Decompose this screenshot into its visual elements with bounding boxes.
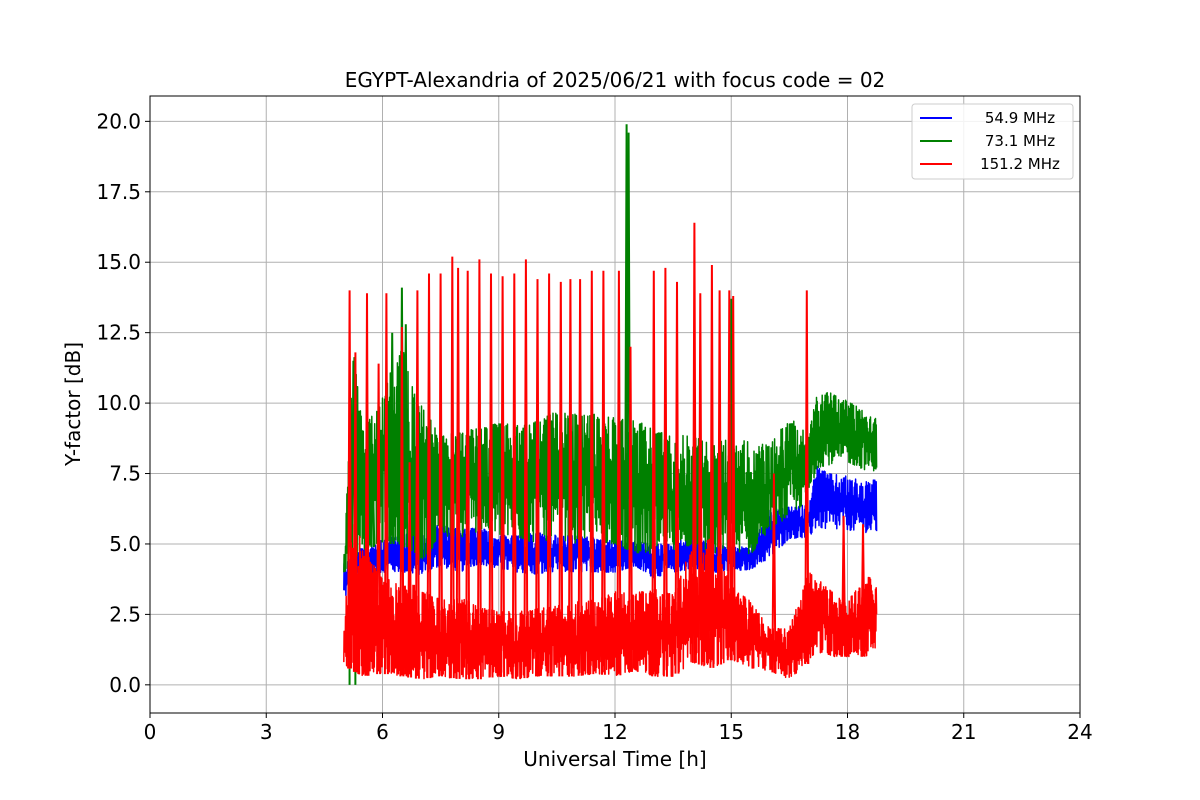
spike-mark [523,259,529,679]
y-axis-label: Y-factor [dB] [61,342,85,467]
spike-mark [399,326,405,677]
spike-mark [726,290,732,661]
spike-mark [352,352,358,672]
y-axis: 0.0 2.5 5.0 7.5 10.0 12.5 15.0 17.5 20.0 [96,109,150,697]
spike-mark [628,346,633,672]
x-tick-label: 24 [1067,720,1092,744]
spike-mark [567,279,573,677]
spike-mark [709,264,715,668]
spike-mark [364,293,370,676]
spike-mark [691,222,697,663]
series-line [343,523,878,680]
spike-mark [804,290,810,665]
spike-mark [616,270,622,676]
y-tick-label: 15.0 [96,250,141,274]
spike-mark [860,524,866,657]
spike-mark [376,363,382,675]
spike-mark [535,279,540,677]
series-151-2-mhz [343,222,878,680]
x-tick-label: 6 [376,720,389,744]
spike-mark [449,256,455,679]
spike-mark [414,290,420,679]
spike-mark [589,270,595,675]
chart-title: EGYPT-Alexandria of 2025/06/21 with focu… [345,68,886,92]
spike-mark [558,281,564,677]
legend-label: 73.1 MHz [985,132,1055,150]
spike-mark [511,273,517,679]
spike-mark [488,273,494,678]
legend-label: 151.2 MHz [980,155,1060,173]
y-tick-label: 7.5 [109,462,141,486]
spike-mark [730,295,736,661]
spike-mark [577,279,583,676]
series-line [343,465,878,597]
spike-mark [455,267,461,679]
legend: 54.9 MHz 73.1 MHz 151.2 MHz [911,103,1074,180]
data-layer [343,124,878,685]
spike-mark [476,259,482,680]
spike-mark [841,515,847,657]
spike-mark [426,273,432,679]
spike-mark [347,290,353,669]
series-54-9-mhz [343,465,878,597]
x-axis: 0 3 6 9 12 15 18 21 24 [144,713,1093,744]
y-tick-label: 2.5 [109,602,141,626]
spike-mark [403,324,409,548]
x-tick-label: 15 [719,720,744,744]
spike-mark [674,281,680,674]
y-tick-label: 12.5 [96,321,141,345]
spike-mark [662,267,668,677]
spike-mark [500,276,506,677]
spike-mark [771,473,777,673]
legend-box [911,103,1074,180]
y-tick-label: 0.0 [109,673,141,697]
spike-mark [546,273,552,677]
x-tick-label: 3 [260,720,273,744]
x-tick-label: 0 [144,720,157,744]
series-line [343,350,878,573]
spike-mark [697,293,703,665]
y-tick-label: 17.5 [96,180,141,204]
x-tick-label: 12 [602,720,627,744]
spike-mark [651,270,657,677]
y-tick-label: 5.0 [109,532,141,556]
spike-mark [717,290,723,665]
legend-label: 54.9 MHz [985,109,1055,127]
series-73-1-mhz [343,124,878,685]
x-axis-label: Universal Time [h] [523,747,706,771]
spike-mark [389,332,395,545]
x-tick-label: 9 [492,720,505,744]
y-tick-label: 10.0 [96,391,141,415]
spike-mark [600,270,606,675]
spike-mark [407,462,413,678]
spike-mark [465,270,471,680]
spike-mark [438,273,444,677]
x-tick-label: 21 [951,720,976,744]
y-tick-label: 20.0 [96,109,141,133]
spike-mark [383,293,389,675]
spike-mark [370,470,376,547]
x-tick-label: 18 [835,720,860,744]
